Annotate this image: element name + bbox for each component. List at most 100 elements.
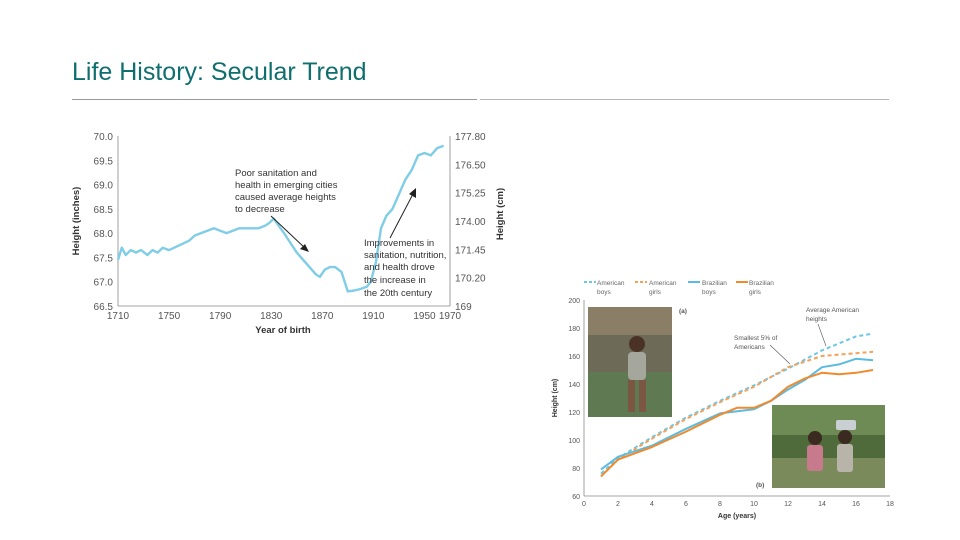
photo-girl-head <box>838 430 852 444</box>
y-tick-label-right: 174.00 <box>455 217 486 228</box>
x-tick-label: 6 <box>684 501 688 508</box>
annotation-smallest-line: Americans <box>734 344 765 351</box>
photo-girl-body <box>837 444 853 472</box>
x-tick-label: 1750 <box>158 311 181 322</box>
y-tick-label: 69.0 <box>94 181 114 192</box>
annotation-average-line: heights <box>806 316 828 323</box>
annotation-smallest-line: Smallest 5% of <box>734 335 778 342</box>
y-tick-label: 67.5 <box>94 253 114 264</box>
legend-label: boys <box>597 289 611 296</box>
photo-trees <box>772 405 885 435</box>
arrowhead-icon <box>300 244 309 252</box>
slide-title: Life History: Secular Trend <box>72 58 367 86</box>
y-tick-label-right: 175.25 <box>455 189 486 200</box>
legend: American boys American girls Brazilian b… <box>584 280 774 296</box>
y-tick-label: 120 <box>568 410 580 417</box>
annotation-decrease: Poor sanitation and health in emerging c… <box>235 168 338 252</box>
y-tick-label-right: 169 <box>455 302 472 313</box>
y-axis-label-right: Height (cm) <box>495 188 506 240</box>
series-line-american-boys <box>600 332 874 475</box>
x-axis-label: Year of birth <box>255 325 311 336</box>
annotation-decrease-line: Poor sanitation and <box>235 168 317 179</box>
legend-label: Brazilian <box>702 280 727 287</box>
y-tick-label-right: 170.20 <box>455 274 486 285</box>
photo-girl-body <box>807 445 823 471</box>
title-divider-right <box>480 99 889 100</box>
x-tick-label: 10 <box>750 501 758 508</box>
x-tick-label: 1830 <box>260 311 283 322</box>
y-axis-label: Height (inches) <box>71 187 82 256</box>
y-tick-label: 70.0 <box>94 132 114 143</box>
annotation-increase-line: sanitation, nutrition, <box>364 250 446 261</box>
annotation-increase-line: the 20th century <box>364 288 432 299</box>
y-tick-label: 66.5 <box>94 302 114 313</box>
annotation-arrow <box>389 193 414 239</box>
x-tick-label: 8 <box>718 501 722 508</box>
annotation-increase: Improvements in sanitation, nutrition, a… <box>364 188 446 299</box>
photo-child-body <box>628 352 646 380</box>
photo-girls-carrying-bucket <box>772 405 885 488</box>
y-axis-label: Height (cm) <box>552 379 559 418</box>
y-tick-label-right: 177.80 <box>455 132 486 143</box>
legend-label: boys <box>702 289 716 296</box>
annotation-increase-line: the increase in <box>364 275 426 286</box>
annotation-leader <box>817 323 827 347</box>
annotation-average-line: Average American <box>806 307 859 314</box>
x-tick-label: 2 <box>616 501 620 508</box>
y-tick-label: 200 <box>568 298 580 305</box>
x-tick-label: 1710 <box>107 311 130 322</box>
annotation-arrow <box>270 215 307 250</box>
photo-house-wall <box>588 307 672 335</box>
annotation-increase-line: and health drove <box>364 262 435 273</box>
annotation-leader <box>769 344 791 365</box>
title-divider <box>72 99 477 100</box>
photo-girl-head <box>808 431 822 445</box>
x-tick-label: 0 <box>582 501 586 508</box>
y-tick-label: 80 <box>572 466 580 473</box>
x-tick-label: 4 <box>650 501 654 508</box>
x-tick-label: 18 <box>886 501 894 508</box>
panel-label-b: (b) <box>756 482 764 489</box>
y-tick-label-right: 176.50 <box>455 160 486 171</box>
y-tick-label: 67.0 <box>94 278 114 289</box>
photo-child-standing <box>588 307 672 417</box>
y-tick-label: 68.5 <box>94 205 114 216</box>
photo-child-leg <box>639 380 646 412</box>
arrowhead-icon <box>409 188 416 198</box>
y-tick-label: 140 <box>568 382 580 389</box>
x-tick-label: 1970 <box>439 311 462 322</box>
y-tick-label: 69.5 <box>94 156 114 167</box>
annotation-decrease-line: health in emerging cities <box>235 180 338 191</box>
photo-ground <box>772 458 885 488</box>
photo-bucket <box>836 420 856 430</box>
y-tick-label: 60 <box>572 494 580 501</box>
legend-label: American <box>649 280 677 287</box>
photo-child-head <box>629 336 645 352</box>
x-tick-label: 1950 <box>413 311 436 322</box>
x-tick-label: 14 <box>818 501 826 508</box>
y-tick-label-right: 171.45 <box>455 245 486 256</box>
legend-label: American <box>597 280 625 287</box>
y-tick-label: 160 <box>568 354 580 361</box>
x-tick-label: 12 <box>784 501 792 508</box>
series-line-height <box>116 144 445 293</box>
series-line-brazilian-girls <box>600 369 874 478</box>
x-axis-label: Age (years) <box>718 513 756 520</box>
chart-historical-heights: 1710 1750 1790 1830 1870 1910 1950 1970 70.0 69.5… <box>71 132 506 336</box>
legend-label: girls <box>749 289 762 296</box>
y-tick-label: 100 <box>568 438 580 445</box>
panel-label-a: (a) <box>679 308 687 315</box>
x-tick-label: 1910 <box>362 311 385 322</box>
x-tick-label: 16 <box>852 501 860 508</box>
chart-growth-curves: American boys American girls Brazilian b… <box>552 280 894 520</box>
photo-child-leg <box>628 380 635 412</box>
y-tick-label: 180 <box>568 326 580 333</box>
annotation-decrease-line: caused average heights <box>235 192 336 203</box>
x-tick-label: 1870 <box>311 311 334 322</box>
x-tick-label: 1790 <box>209 311 232 322</box>
annotation-increase-line: Improvements in <box>364 238 434 249</box>
y-tick-label: 68.0 <box>94 229 114 240</box>
series-line-american-girls <box>600 350 874 478</box>
annotation-decrease-line: to decrease <box>235 204 285 215</box>
